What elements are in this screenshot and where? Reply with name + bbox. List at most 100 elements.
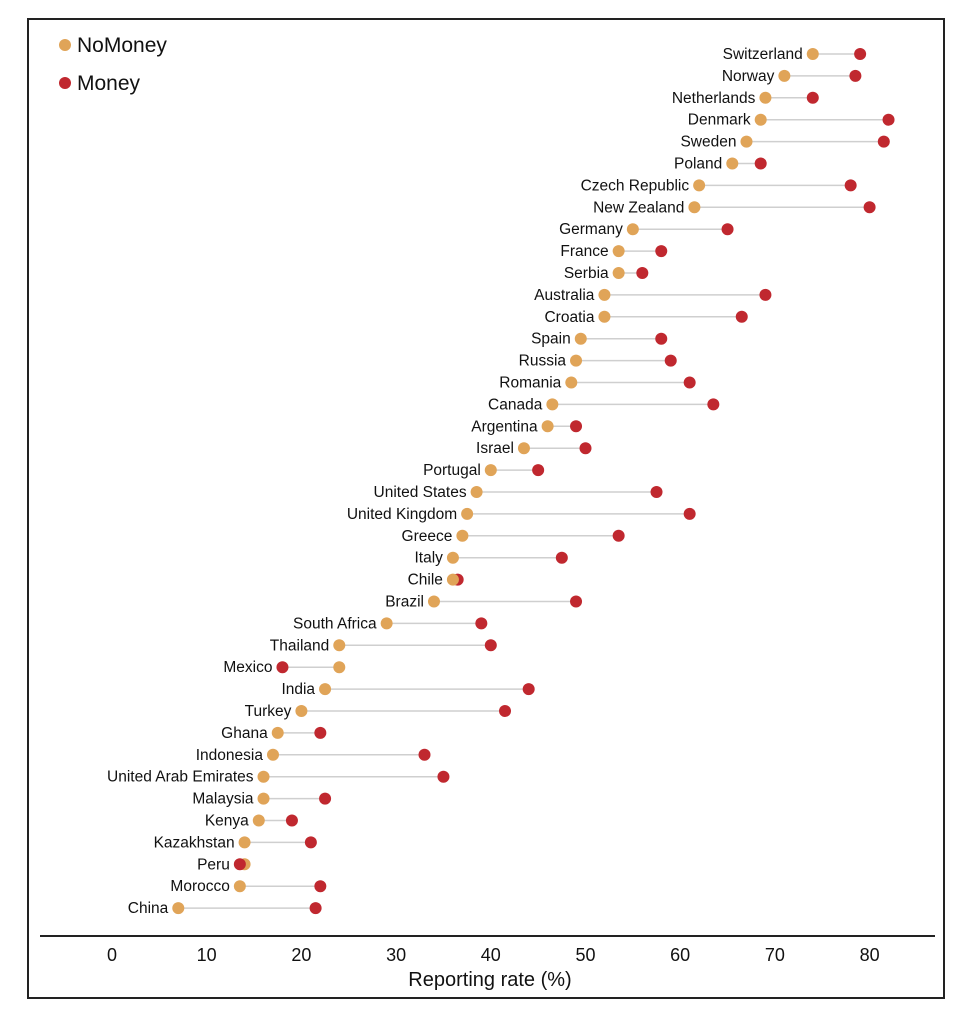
country-label: United States xyxy=(374,484,467,501)
x-tick-label: 10 xyxy=(197,945,217,965)
money-point xyxy=(754,157,767,170)
country-label: China xyxy=(128,900,169,917)
money-point xyxy=(418,748,431,761)
country-label: Norway xyxy=(722,68,775,85)
legend-money-marker xyxy=(59,77,71,89)
money-point xyxy=(655,332,668,345)
country-label: Russia xyxy=(519,353,567,370)
nomoney-point xyxy=(726,157,739,170)
country-label: Switzerland xyxy=(723,46,803,63)
money-point xyxy=(233,858,246,871)
country-label: Indonesia xyxy=(196,747,264,764)
nomoney-point xyxy=(806,48,819,60)
money-point xyxy=(636,267,649,279)
country-label: Argentina xyxy=(471,418,538,435)
nomoney-point xyxy=(172,902,185,915)
country-label: Thailand xyxy=(270,637,329,654)
money-point xyxy=(285,814,298,827)
nomoney-point xyxy=(754,113,767,126)
money-point xyxy=(650,486,663,498)
nomoney-point xyxy=(778,69,791,82)
nomoney-point xyxy=(295,705,308,717)
nomoney-point xyxy=(333,639,346,652)
money-point xyxy=(437,770,450,783)
nomoney-point xyxy=(271,726,284,739)
country-label: Serbia xyxy=(564,265,609,282)
country-label: Malaysia xyxy=(192,791,254,808)
country-label: India xyxy=(281,681,315,698)
nomoney-point xyxy=(693,179,706,192)
money-point xyxy=(304,836,317,849)
nomoney-point xyxy=(484,464,497,477)
money-point xyxy=(849,69,862,82)
legend-nomoney-marker xyxy=(59,39,71,51)
country-label: Poland xyxy=(674,156,722,173)
country-label: Australia xyxy=(534,287,595,304)
x-tick-label: 80 xyxy=(860,945,880,965)
nomoney-point xyxy=(333,661,346,674)
money-point xyxy=(499,705,512,717)
nomoney-point xyxy=(612,245,625,258)
nomoney-point xyxy=(446,551,459,564)
nomoney-point xyxy=(598,288,611,301)
money-point xyxy=(579,442,592,455)
country-label: Canada xyxy=(488,396,543,413)
nomoney-point xyxy=(257,792,270,805)
x-tick-label: 0 xyxy=(107,945,117,965)
nomoney-point xyxy=(233,880,246,893)
country-label: Morocco xyxy=(170,878,229,895)
x-tick-label: 40 xyxy=(481,945,501,965)
nomoney-point xyxy=(319,683,332,696)
money-point xyxy=(854,48,867,60)
nomoney-point xyxy=(598,310,611,323)
nomoney-point xyxy=(470,486,483,498)
country-label: Brazil xyxy=(385,594,424,611)
nomoney-point xyxy=(446,573,459,586)
country-label: United Arab Emirates xyxy=(107,769,254,786)
money-point xyxy=(844,179,857,192)
x-tick-labels: 0 10 20 30 40 50 60 70 80 xyxy=(107,945,880,965)
country-label: Netherlands xyxy=(672,90,756,107)
nomoney-point xyxy=(517,442,530,455)
money-point xyxy=(570,595,583,608)
country-label: Italy xyxy=(414,550,443,567)
nomoney-point xyxy=(380,617,393,630)
nomoney-point xyxy=(238,836,251,849)
money-point xyxy=(555,551,568,564)
country-label: Croatia xyxy=(544,309,594,326)
money-point xyxy=(877,135,890,148)
money-point xyxy=(475,617,488,630)
country-label: Czech Republic xyxy=(581,177,690,194)
country-label: Spain xyxy=(531,331,571,348)
nomoney-point xyxy=(541,420,554,433)
nomoney-point xyxy=(574,332,587,345)
money-point xyxy=(532,464,545,477)
nomoney-point xyxy=(626,223,639,236)
money-point xyxy=(863,201,876,214)
country-label: Germany xyxy=(559,221,623,238)
nomoney-point xyxy=(612,267,625,279)
x-tick-label: 20 xyxy=(291,945,311,965)
money-point xyxy=(570,420,583,433)
nomoney-point xyxy=(546,398,559,411)
money-point xyxy=(655,245,668,258)
money-point xyxy=(882,113,895,126)
country-label: Sweden xyxy=(680,134,736,151)
money-point xyxy=(664,354,677,367)
legend-nomoney-label: NoMoney xyxy=(77,34,167,57)
x-tick-label: 60 xyxy=(670,945,690,965)
nomoney-point xyxy=(740,135,753,148)
nomoney-point xyxy=(252,814,265,827)
money-point xyxy=(309,902,322,915)
legend: NoMoney Money xyxy=(59,34,167,95)
country-label: Romania xyxy=(499,375,561,392)
country-label: Greece xyxy=(402,528,453,545)
nomoney-point xyxy=(456,529,469,542)
country-label: Portugal xyxy=(423,462,481,479)
country-label: Kazakhstan xyxy=(154,834,235,851)
nomoney-point xyxy=(570,354,583,367)
nomoney-point xyxy=(427,595,440,608)
country-label: United Kingdom xyxy=(347,506,457,523)
money-point xyxy=(735,310,748,323)
